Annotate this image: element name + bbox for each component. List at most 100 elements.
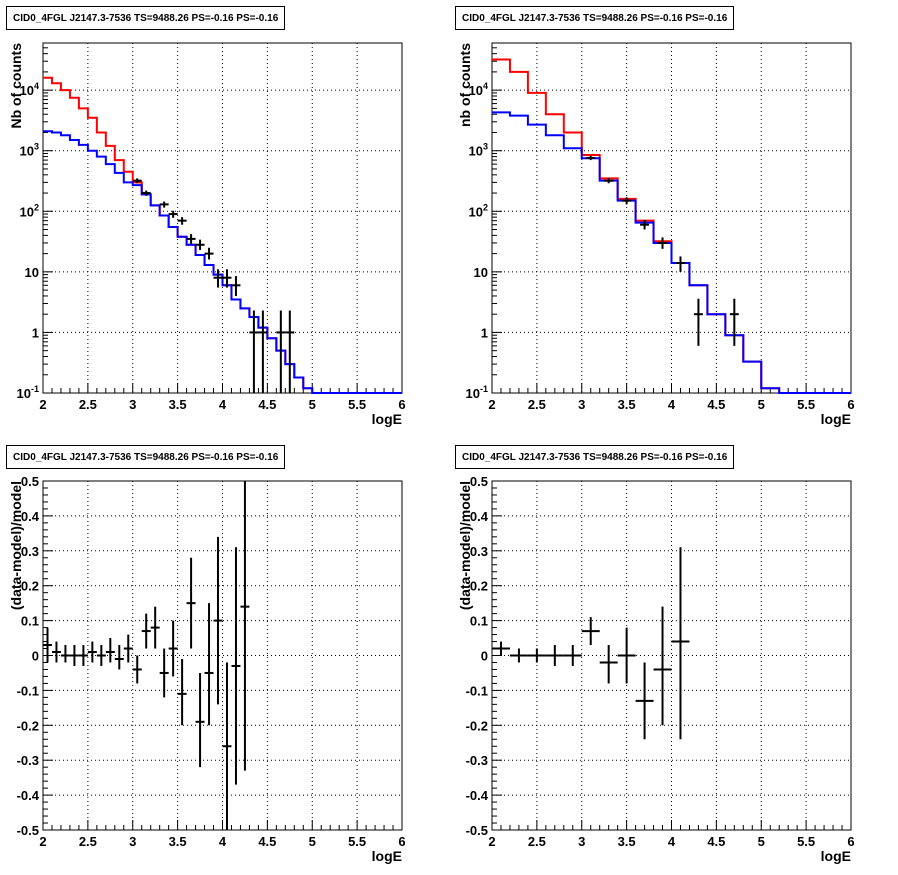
y-tick-label: -0.2 [17,718,39,733]
data-point [60,645,70,663]
data-point [96,645,106,666]
x-tick-label: 5.5 [797,397,815,412]
y-tick-label: 0.5 [470,474,488,489]
x-tick-label: 5.5 [348,834,366,849]
x-tick-label: 4.5 [258,834,276,849]
x-tick-label: 6 [398,834,405,849]
series-0 [43,481,250,830]
x-tick-label: 4 [219,834,227,849]
data-point [671,547,690,740]
x-tick-label: 5.5 [797,834,815,849]
x-tick-label: 2 [488,834,495,849]
y-tick-label: -0.4 [466,788,489,803]
data-point [285,310,295,393]
data-point [222,662,232,830]
data-point [114,645,124,670]
data-point [675,256,685,272]
x-tick-label: 3.5 [169,397,187,412]
x-tick-label: 2 [39,834,46,849]
series-0 [492,58,851,394]
x-axis-ticks: 2 2.5 3 3.5 4 4.5 5 5.5 6 [488,820,855,849]
data-point [43,627,52,663]
data-point [186,557,196,649]
x-tick-label: 5.5 [348,397,366,412]
data-point [258,310,268,393]
series-2 [132,178,295,393]
x-axis-ticks: 2 2.5 3 3.5 4 4.5 5 5.5 6 [39,820,406,849]
x-axis-label: logE [821,848,851,864]
data-point [141,613,151,649]
data-point [231,547,241,785]
x-tick-label: 4.5 [258,397,276,412]
panel-title: CID0_4FGL J2147.3-7536 TS=9488.26 PS=-0.… [455,445,735,469]
chart-svg: 2 2.5 3 3.5 4 4.5 5 5.5 6 -0.5 -0.4 -0.3 -0.2 -0.1 0 0.… [457,474,855,864]
data-point [204,247,214,260]
y-axis-ticks: -0.5 -0.4 -0.3 -0.2 -0.1 0 0.1 0.2 0.3 0.4 0.5 [466,474,502,838]
data-point [545,645,564,666]
y-tick-label: 0 [32,649,39,664]
x-tick-label: 3 [578,397,585,412]
data-point [123,634,133,663]
y-tick-label: 0.1 [470,614,488,629]
data-point [658,237,668,249]
series-1 [492,111,851,394]
chart-panel-counts-left: 2 2.5 3 3.5 4 4.5 5 5.5 6 10-1 1 10 102 103 104 logE Nb … [0,0,449,437]
panel-title: CID0_4FGL J2147.3-7536 TS=9488.26 PS=-0.… [455,6,735,30]
data-point [492,641,510,656]
data-point [276,310,286,393]
data-point [204,603,214,726]
chart-panel-residuals-right: 2 2.5 3 3.5 4 4.5 5 5.5 6 -0.5 -0.4 -0.3 -0.2 -0.1 0 0.… [449,437,898,874]
data-point [729,298,739,346]
x-tick-label: 4.5 [707,834,725,849]
x-axis-ticks: 2 2.5 3 3.5 4 4.5 5 5.5 6 [488,383,855,412]
data-point [195,239,205,250]
x-tick-label: 2.5 [79,397,97,412]
x-tick-label: 6 [398,397,405,412]
y-tick-label: -0.1 [466,683,488,698]
y-tick-label: 10-1 [17,384,39,401]
y-axis-label: Nb of counts [8,43,24,129]
y-axis-label: (data-model)/model [8,481,24,610]
data-point [599,645,618,684]
grid [43,43,402,393]
data-point [69,645,79,666]
data-point [604,177,614,184]
y-tick-label: 102 [20,202,39,219]
x-tick-label: 4 [668,397,676,412]
y-tick-label: -0.5 [17,823,39,838]
y-axis-label: (data-model)/model [457,481,473,610]
data-point [622,197,632,205]
chart-panel-counts-right: 2 2.5 3 3.5 4 4.5 5 5.5 6 10-1 1 10 102 103 104 logE nb … [449,0,898,437]
x-tick-label: 2.5 [528,397,546,412]
y-tick-label: 0.4 [21,509,40,524]
chart-panel-residuals-left: 2 2.5 3 3.5 4 4.5 5 5.5 6 -0.5 -0.4 -0.3 -0.2 -0.1 0 0.… [0,437,449,874]
data-point [132,178,142,184]
data-point [150,606,160,649]
x-tick-label: 3 [129,834,136,849]
data-point [168,620,178,677]
x-tick-label: 2 [488,397,495,412]
x-tick-label: 5 [758,834,765,849]
y-tick-label: -0.5 [466,823,488,838]
x-tick-label: 2.5 [528,834,546,849]
y-tick-label: 0.5 [21,474,39,489]
y-tick-label: 0.2 [470,579,488,594]
series-2 [586,155,739,346]
y-tick-label: 10-1 [466,384,488,401]
x-tick-label: 4 [219,397,227,412]
series-line [492,58,851,394]
x-tick-label: 4.5 [707,397,725,412]
data-point [635,662,654,740]
x-tick-label: 5 [758,397,765,412]
data-point [213,269,223,288]
data-point [132,655,142,684]
x-tick-label: 5 [309,834,316,849]
data-point [141,190,151,196]
data-point [617,627,636,684]
data-point [213,536,223,705]
y-tick-label: -0.4 [17,788,40,803]
data-point [563,645,582,666]
data-point [177,658,187,726]
series-line [492,111,851,394]
